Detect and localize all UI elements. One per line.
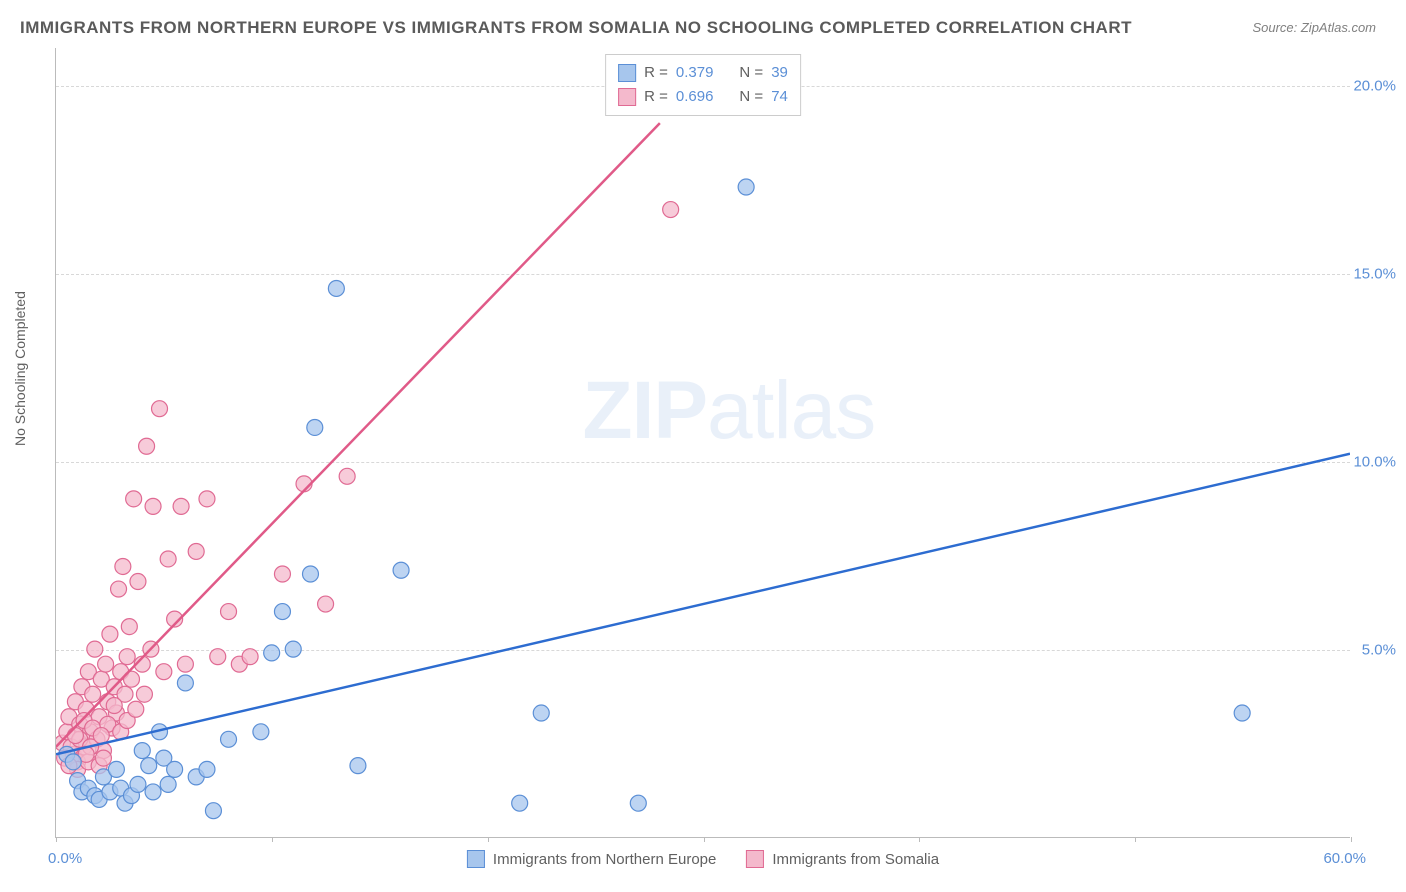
r-value-a: 0.379 <box>676 61 714 85</box>
scatter-point <box>115 558 131 574</box>
scatter-point <box>177 675 193 691</box>
x-tick-mark <box>919 837 920 842</box>
scatter-point <box>285 641 301 657</box>
scatter-point <box>253 724 269 740</box>
scatter-point <box>205 803 221 819</box>
stats-row-series-a: R = 0.379 N = 39 <box>618 61 788 85</box>
x-tick-mark <box>1351 837 1352 842</box>
scatter-point <box>130 574 146 590</box>
scatter-point <box>188 543 204 559</box>
scatter-point <box>106 698 122 714</box>
scatter-point <box>393 562 409 578</box>
scatter-point <box>173 498 189 514</box>
scatter-point <box>95 750 111 766</box>
legend-swatch-b <box>746 850 764 868</box>
scatter-point <box>199 491 215 507</box>
scatter-point <box>1234 705 1250 721</box>
scatter-point <box>152 401 168 417</box>
n-label-b: N = <box>739 85 763 109</box>
r-value-b: 0.696 <box>676 85 714 109</box>
swatch-series-b <box>618 88 636 106</box>
scatter-point <box>134 743 150 759</box>
scatter-point <box>85 686 101 702</box>
scatter-svg <box>56 48 1350 837</box>
scatter-point <box>119 649 135 665</box>
scatter-point <box>160 776 176 792</box>
y-axis-label: No Schooling Completed <box>12 291 28 446</box>
scatter-point <box>512 795 528 811</box>
scatter-point <box>221 604 237 620</box>
y-tick-label: 20.0% <box>1353 77 1396 94</box>
scatter-point <box>242 649 258 665</box>
scatter-point <box>87 641 103 657</box>
correlation-stats-box: R = 0.379 N = 39 R = 0.696 N = 74 <box>605 54 801 116</box>
x-tick-max: 60.0% <box>1323 850 1366 867</box>
scatter-point <box>130 776 146 792</box>
scatter-point <box>274 566 290 582</box>
n-value-b: 74 <box>771 85 788 109</box>
scatter-point <box>210 649 226 665</box>
y-tick-label: 10.0% <box>1353 453 1396 470</box>
stats-row-series-b: R = 0.696 N = 74 <box>618 85 788 109</box>
scatter-point <box>318 596 334 612</box>
scatter-point <box>121 619 137 635</box>
legend-item-series-b: Immigrants from Somalia <box>746 850 939 868</box>
scatter-point <box>111 581 127 597</box>
swatch-series-a <box>618 64 636 82</box>
r-label-a: R = <box>644 61 668 85</box>
x-tick-mark <box>1135 837 1136 842</box>
scatter-point <box>98 656 114 672</box>
scatter-point <box>160 551 176 567</box>
scatter-point <box>350 758 366 774</box>
scatter-point <box>167 761 183 777</box>
scatter-point <box>339 468 355 484</box>
scatter-point <box>65 754 81 770</box>
scatter-point <box>533 705 549 721</box>
scatter-point <box>738 179 754 195</box>
trendline-series-b <box>56 123 660 747</box>
scatter-point <box>264 645 280 661</box>
legend-label-a: Immigrants from Northern Europe <box>493 851 716 868</box>
scatter-point <box>145 784 161 800</box>
scatter-point <box>156 664 172 680</box>
n-value-a: 39 <box>771 61 788 85</box>
source-attribution: Source: ZipAtlas.com <box>1252 20 1376 35</box>
scatter-point <box>139 438 155 454</box>
y-tick-label: 15.0% <box>1353 265 1396 282</box>
scatter-point <box>302 566 318 582</box>
scatter-point <box>93 728 109 744</box>
n-label-a: N = <box>739 61 763 85</box>
scatter-point <box>102 626 118 642</box>
scatter-point <box>221 731 237 747</box>
x-tick-mark <box>272 837 273 842</box>
scatter-point <box>145 498 161 514</box>
scatter-point <box>67 728 83 744</box>
x-tick-mark <box>488 837 489 842</box>
scatter-point <box>307 419 323 435</box>
scatter-point <box>141 758 157 774</box>
x-tick-mark <box>704 837 705 842</box>
chart-title: IMMIGRANTS FROM NORTHERN EUROPE VS IMMIG… <box>20 18 1132 38</box>
bottom-legend: Immigrants from Northern Europe Immigran… <box>467 850 939 868</box>
scatter-point <box>108 761 124 777</box>
scatter-point <box>630 795 646 811</box>
legend-swatch-a <box>467 850 485 868</box>
scatter-point <box>128 701 144 717</box>
y-tick-label: 5.0% <box>1362 641 1396 658</box>
scatter-point <box>199 761 215 777</box>
r-label-b: R = <box>644 85 668 109</box>
chart-plot-area: ZIPatlas R = 0.379 N = 39 R = 0.696 N = … <box>55 48 1350 838</box>
trendline-series-a <box>56 454 1350 755</box>
x-tick-mark <box>56 837 57 842</box>
scatter-point <box>136 686 152 702</box>
scatter-point <box>274 604 290 620</box>
scatter-point <box>663 202 679 218</box>
legend-label-b: Immigrants from Somalia <box>772 851 939 868</box>
scatter-point <box>328 280 344 296</box>
x-tick-origin: 0.0% <box>48 850 82 867</box>
scatter-point <box>177 656 193 672</box>
scatter-point <box>126 491 142 507</box>
legend-item-series-a: Immigrants from Northern Europe <box>467 850 716 868</box>
